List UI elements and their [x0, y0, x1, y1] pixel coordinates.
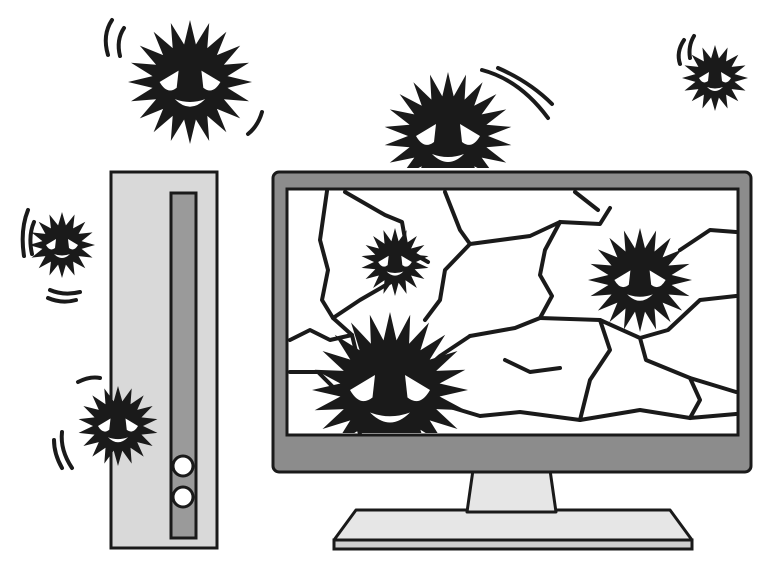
tower-slot [169, 191, 198, 540]
virus-eye [405, 375, 430, 402]
virus-eye [125, 418, 138, 432]
virus-mouth [627, 294, 653, 301]
virus-icon [128, 20, 252, 144]
virus-eye [460, 124, 480, 145]
virus-body [29, 212, 95, 278]
virus-eye [201, 70, 221, 91]
virus-eye [614, 270, 631, 288]
motion-line [20, 208, 30, 258]
motion-line [59, 430, 74, 470]
tower-button-bottom [171, 485, 195, 509]
virus-group [29, 20, 748, 466]
motion-line [687, 34, 696, 60]
virus-eye [68, 239, 78, 250]
tower-button-top [171, 454, 195, 478]
virus-body [78, 386, 158, 466]
tower-case [109, 170, 219, 550]
motion-line [46, 296, 78, 304]
motion-line [116, 26, 126, 58]
virus-body [682, 45, 748, 111]
motion-line [52, 438, 64, 470]
virus-body [128, 20, 252, 144]
virus-icon [312, 312, 468, 433]
motion-line [496, 66, 554, 106]
virus-eye [416, 124, 436, 145]
virus-mouth [432, 154, 464, 162]
virus-mouth [707, 87, 723, 91]
virus-mouth [386, 271, 404, 276]
monitor-stand-base-edge [332, 538, 694, 551]
monitor-stand-base [332, 508, 694, 542]
virus-eye [46, 239, 56, 250]
virus-mouth [108, 437, 128, 443]
motion-line [28, 220, 36, 256]
motion-line [246, 110, 264, 136]
virus-mouth [174, 99, 206, 107]
virus-body [384, 72, 512, 168]
virus-body [361, 228, 429, 296]
virus-icon [682, 45, 748, 111]
motion-line [76, 375, 102, 384]
virus-icon [29, 212, 95, 278]
virus-mouth [54, 254, 70, 258]
computer-tower-icon [109, 170, 219, 550]
virus-icon [588, 228, 692, 332]
motion-line [676, 38, 686, 66]
monitor-stand-neck [465, 468, 558, 514]
virus-eye [159, 70, 179, 91]
virus-eye [350, 375, 375, 402]
motion-line [103, 18, 114, 57]
virus-body [312, 312, 468, 433]
virus-eye [699, 72, 709, 83]
virus-mouth [370, 412, 410, 423]
virus-eye [721, 72, 731, 83]
virus-eye [649, 270, 666, 288]
virus-body [588, 228, 692, 332]
virus-icon [361, 228, 429, 296]
motion-line [480, 68, 550, 120]
virus-icon [78, 386, 158, 466]
virus-eye [378, 255, 389, 267]
virus-icon [384, 72, 512, 168]
motion-line [48, 288, 82, 296]
motion-lines [20, 18, 696, 470]
virus-eye [401, 255, 412, 267]
virus-eye [98, 418, 111, 432]
